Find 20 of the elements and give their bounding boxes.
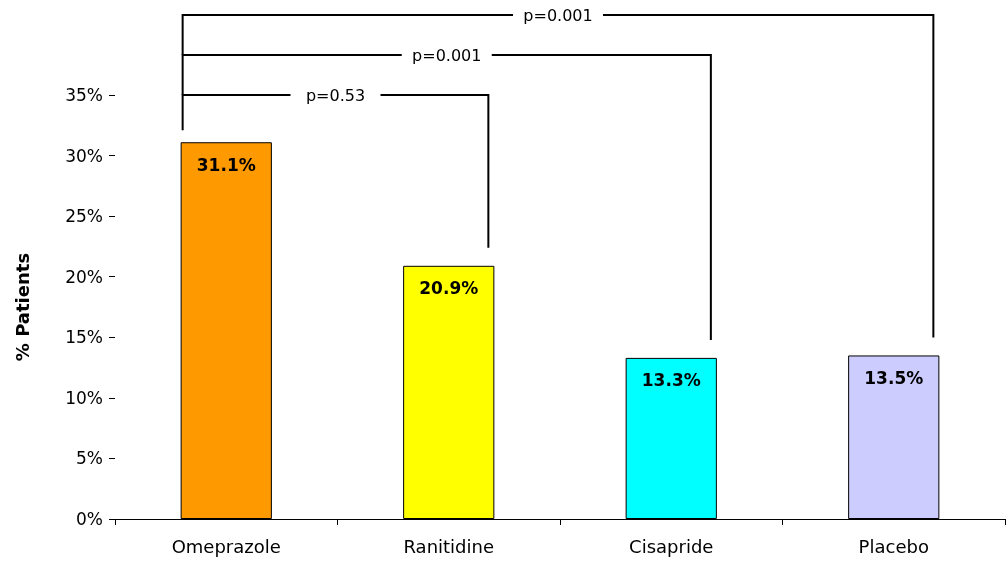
y-tick-label: 30%: [65, 145, 103, 166]
y-tick-label: 10%: [65, 387, 103, 408]
y-tick-label: 0%: [76, 509, 103, 529]
data-label: 13.5%: [864, 367, 924, 388]
text: p=0.001: [523, 6, 593, 25]
data-label: 20.9%: [419, 278, 479, 299]
y-tick-label: 20%: [65, 266, 103, 287]
y-tick-label: 35%: [65, 85, 103, 105]
y-tick-label: 5%: [76, 448, 103, 469]
x-tick-label: Ranitidine: [403, 535, 495, 557]
data-label: 13.3%: [641, 370, 701, 391]
y-axis-title: % Patients: [11, 252, 33, 362]
x-tick-label: Cisapride: [629, 535, 714, 557]
x-tick-label: Omeprazole: [171, 535, 281, 557]
text: p=0.001: [412, 46, 482, 65]
x-tick-label: Placebo: [858, 535, 929, 557]
annotation: p=0.53: [305, 86, 366, 105]
data-label: 31.1%: [196, 154, 256, 175]
y-tick-label: 15%: [65, 327, 103, 348]
y-tick-label: 25%: [65, 206, 103, 227]
